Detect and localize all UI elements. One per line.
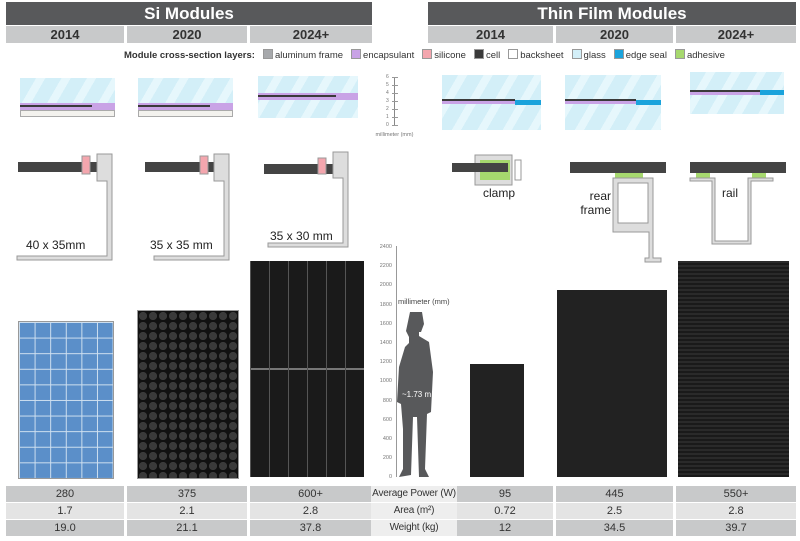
table-cell: 39.7 — [676, 520, 796, 536]
frame-profiles — [16, 151, 786, 263]
table-cell: 600+ — [250, 486, 371, 502]
si-frame-2014-label: 40 x 35mm — [26, 238, 86, 252]
si-2024-cross-section — [258, 76, 358, 118]
si-frame-2024-label: 35 x 30 mm — [270, 229, 333, 243]
person-silhouette-icon — [397, 312, 433, 477]
legend: Module cross-section layers: aluminum fr… — [124, 49, 725, 61]
legend-title: Module cross-section layers: — [124, 49, 255, 61]
tf-2020-module — [557, 290, 667, 477]
si-modules-header: Si Modules — [6, 2, 372, 25]
si-frame-2020 — [145, 153, 230, 261]
thickness-tick: 2 — [386, 106, 389, 112]
height-tick: 600 — [382, 416, 392, 423]
table-cell: 19.0 — [6, 520, 124, 536]
tf-frame-rear-label: rear frame — [580, 189, 611, 217]
si-2020-module — [137, 310, 239, 479]
height-tick: 2000 — [379, 282, 392, 289]
height-tick: 800 — [382, 397, 392, 404]
table-cell: 21.1 — [127, 520, 247, 536]
si-frame-2014 — [16, 153, 113, 261]
height-tick: 1800 — [379, 301, 392, 308]
height-tick: 1600 — [379, 320, 392, 327]
si-frame-2024 — [264, 151, 349, 248]
thickness-tick: 5 — [386, 82, 389, 88]
table-cell: 95 — [457, 486, 553, 502]
tf-2024-module — [678, 261, 789, 477]
legend-item: aluminum frame — [262, 49, 343, 61]
tf-frame-rear — [570, 162, 666, 263]
table-cell: 2.8 — [250, 503, 371, 519]
table-cell: 550+ — [676, 486, 796, 502]
table-row-label: Average Power (W) — [371, 486, 457, 502]
thickness-tick: 3 — [386, 98, 389, 104]
legend-item: cell — [473, 49, 500, 61]
thickness-tick: 4 — [386, 90, 389, 96]
si-year-2014: 2014 — [6, 26, 124, 43]
si-2014-cross-section — [20, 78, 115, 126]
table-cell: 0.72 — [457, 503, 553, 519]
height-unit: millimeter (mm) — [398, 297, 450, 306]
height-tick: 200 — [382, 455, 392, 462]
thickness-scale: 6 5 4 3 2 1 0 millimeter (mm) — [372, 74, 417, 140]
tf-2014-cross-section — [442, 75, 541, 130]
legend-item: glass — [571, 49, 606, 61]
table-cell: 2.5 — [556, 503, 673, 519]
tf-year-2014: 2014 — [428, 26, 553, 43]
tf-year-2024: 2024+ — [676, 26, 796, 43]
si-frame-2020-label: 35 x 35 mm — [150, 238, 213, 252]
thin-film-header: Thin Film Modules — [428, 2, 796, 25]
height-scale: 2400 2200 2000 1800 1600 1400 1200 1000 800 600 40… — [372, 244, 462, 481]
tf-year-2020: 2020 — [556, 26, 673, 43]
table-cell: 2.1 — [127, 503, 247, 519]
tf-frame-clamp — [452, 154, 522, 186]
tf-frame-rail-label: rail — [722, 186, 739, 200]
si-2014-module — [18, 321, 114, 479]
thickness-tick: 1 — [386, 114, 389, 120]
table-row-label: Weight (kg) — [371, 520, 457, 536]
height-tick: 1400 — [379, 340, 392, 346]
table-cell: 445 — [556, 486, 673, 502]
height-tick: 400 — [382, 436, 392, 442]
tf-frame-clamp-label: clamp — [483, 186, 516, 200]
tf-2014-module — [470, 364, 524, 477]
table-cell: 375 — [127, 486, 247, 502]
table-cell: 34.5 — [556, 520, 673, 536]
thickness-tick: 6 — [386, 74, 389, 80]
height-tick: 1200 — [379, 359, 392, 366]
person-height-label: ~1.73 m — [402, 390, 432, 399]
height-tick: 1000 — [379, 378, 392, 385]
legend-item: edge seal — [613, 49, 667, 61]
si-2020-cross-section — [138, 78, 233, 126]
table-row-label: Area (m²) — [371, 503, 457, 519]
thickness-tick: 0 — [386, 122, 389, 128]
table-cell: 280 — [6, 486, 124, 502]
table-cell: 1.7 — [6, 503, 124, 519]
tf-2020-cross-section — [565, 75, 661, 130]
si-year-2020: 2020 — [127, 26, 247, 43]
legend-item: encapsulant — [351, 49, 414, 61]
tf-2024-cross-section — [690, 72, 784, 114]
table-cell: 2.8 — [676, 503, 796, 519]
legend-item: backsheet — [508, 49, 564, 61]
si-year-2024: 2024+ — [250, 26, 372, 43]
height-tick: 0 — [388, 474, 392, 481]
legend-item: adhesive — [674, 49, 725, 61]
si-2024-module — [250, 261, 364, 477]
table-cell: 12 — [457, 520, 553, 536]
height-tick: 2200 — [379, 263, 392, 270]
tf-frame-rail — [689, 162, 786, 245]
table-cell: 37.8 — [250, 520, 371, 536]
height-tick: 2400 — [379, 244, 392, 250]
legend-item: silicone — [422, 49, 466, 61]
thickness-unit: millimeter (mm) — [375, 132, 414, 138]
